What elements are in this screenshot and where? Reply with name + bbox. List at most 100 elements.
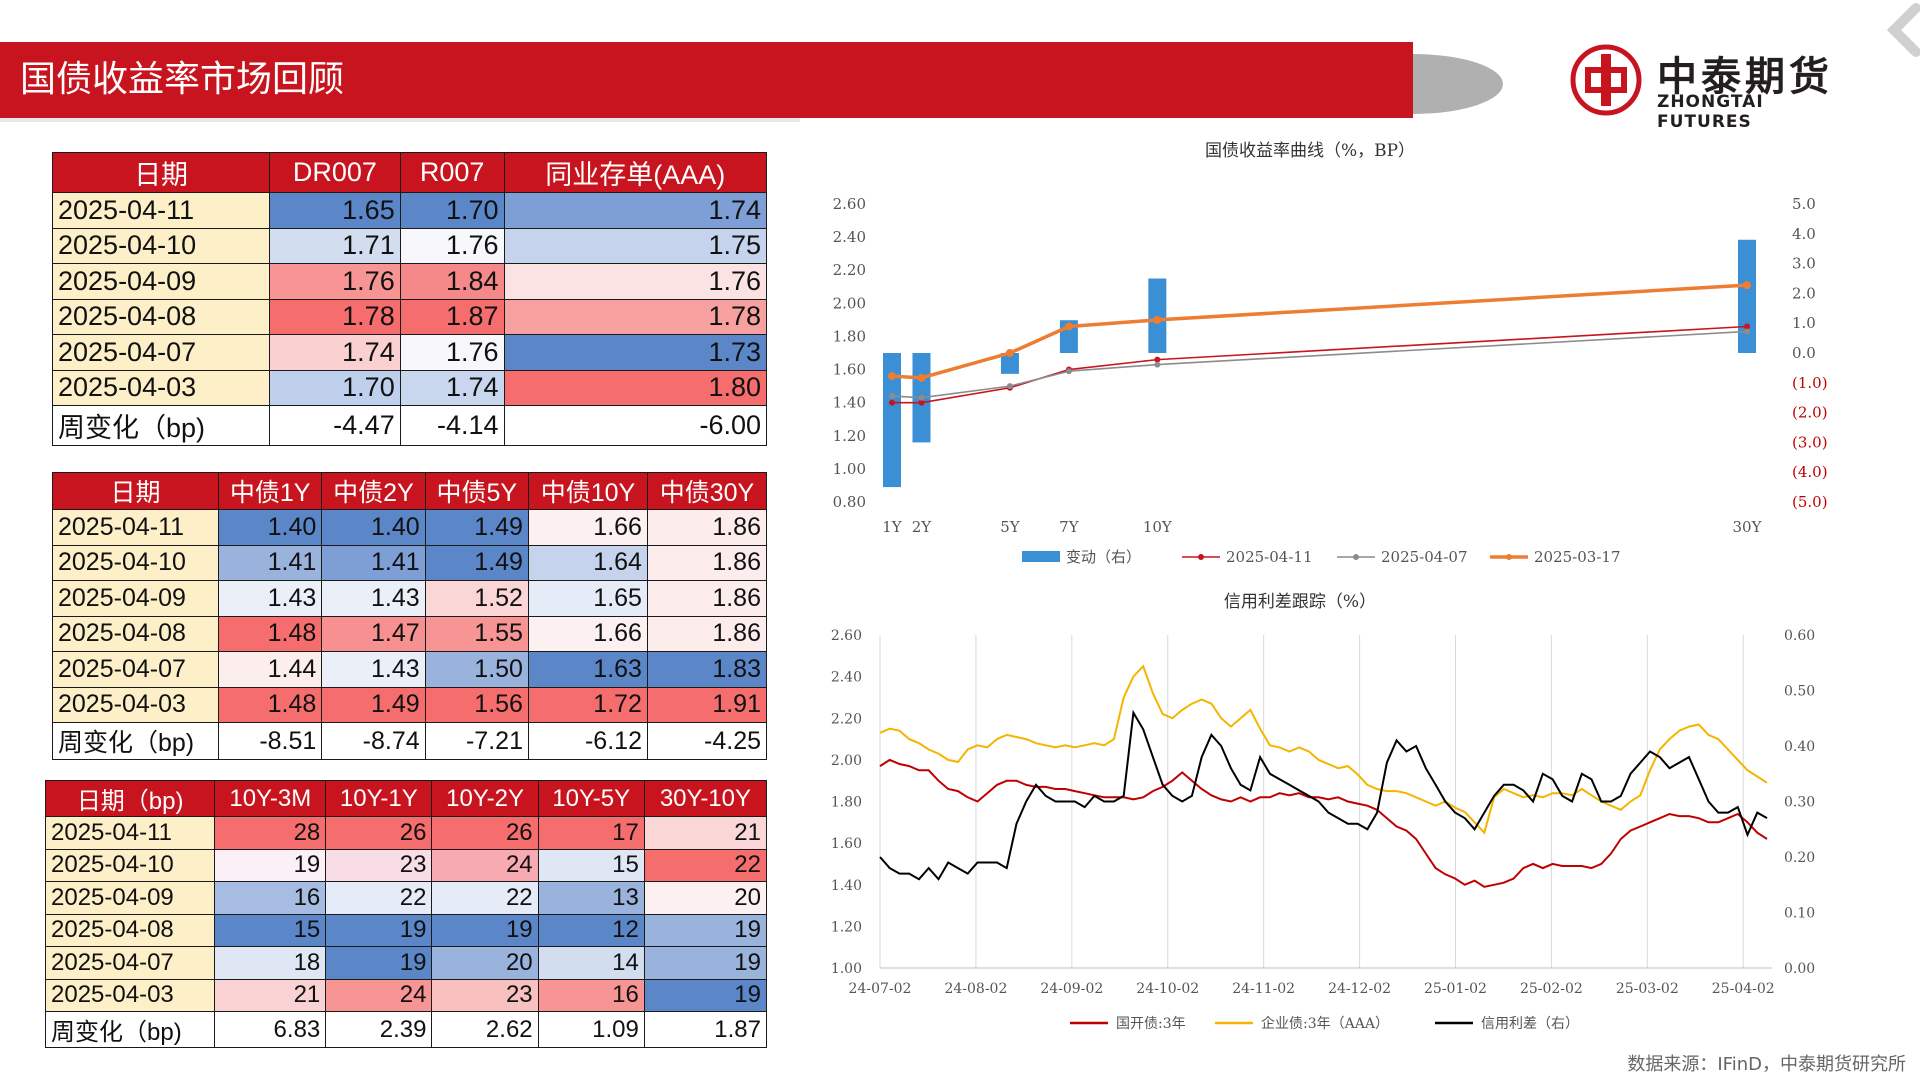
column-header: 中债10Y [527,472,648,510]
legend-label: 变动（右） [1066,548,1141,566]
value-cell: 16 [214,881,327,915]
value-cell: 1.87 [399,298,505,335]
y-tick-label: 2.20 [833,261,866,279]
change-cell: 1.87 [643,1011,768,1048]
series-point [1006,383,1013,390]
value-cell: 1.76 [399,334,505,371]
legend-label: 信用利差（右） [1481,1016,1579,1032]
y-tick-label: 2.00 [831,753,862,769]
y2-tick-label: 0.0 [1792,344,1816,362]
y-tick-label: 1.60 [833,361,866,379]
x-tick-label: 24-08-02 [944,981,1007,997]
value-cell: 22 [431,881,539,915]
row-label: 周变化（bp) [51,405,271,446]
value-cell: 1.41 [217,544,323,581]
row-date: 2025-04-11 [44,816,216,850]
value-cell: 1.40 [321,509,426,546]
value-cell: 1.66 [527,615,648,652]
x-tick-label: 10Y [1143,518,1173,536]
value-cell: 1.49 [424,544,529,581]
value-cell: 1.80 [503,369,768,406]
y2-tick-label: 0.60 [1784,628,1815,644]
legend-swatch-point [1353,554,1359,560]
row-date: 2025-04-10 [44,848,216,882]
change-cell: 6.83 [214,1011,327,1048]
series-point [918,399,925,406]
value-cell: 13 [537,881,645,915]
value-cell: 1.74 [269,334,401,371]
series-point [889,393,895,400]
row-date: 2025-04-10 [51,227,271,264]
y2-tick-label: (2.0) [1792,404,1828,422]
x-tick-label: 24-07-02 [849,981,912,997]
y2-tick-label: 1.0 [1792,314,1816,332]
value-cell: 1.73 [503,334,768,371]
column-header: 10Y-1Y [325,780,433,817]
credit-spread-chart: 1.00 1.20 1.40 1.60 1.80 2.00 2.20 2.40 2.60 0.00… [831,628,1815,1032]
row-date: 2025-04-08 [44,913,216,947]
series-point [1005,349,1014,357]
value-cell: 1.70 [399,192,505,229]
legend-label: 2025-03-17 [1534,548,1620,566]
row-date: 2025-04-11 [51,192,271,229]
change-cell: -8.51 [217,722,323,760]
series-point [889,399,895,406]
x-tick-label: 25-03-02 [1616,981,1679,997]
y-tick-label: 2.60 [831,628,862,644]
y2-tick-label: (1.0) [1792,374,1828,392]
column-header: 10Y-2Y [431,780,539,817]
y2-tick-label: 0.20 [1784,850,1815,866]
value-cell: 17 [537,816,645,850]
value-cell: 1.70 [269,369,401,406]
column-header: 日期 [51,152,271,193]
x-tick-label: 24-10-02 [1136,981,1199,997]
series-point [888,372,896,381]
y-tick-label: 1.40 [831,878,862,894]
value-cell: 1.50 [424,651,529,688]
row-date: 2025-04-09 [44,881,216,915]
change-cell: 2.62 [431,1011,539,1048]
value-cell: 1.66 [527,509,648,546]
y-tick-label: 1.60 [831,836,862,852]
value-cell: 26 [431,816,539,850]
y2-tick-label: 2.0 [1792,284,1816,302]
value-cell: 1.44 [217,651,323,688]
y2-tick-label: 0.10 [1784,906,1815,922]
divider [0,118,800,122]
value-cell: 18 [214,946,327,980]
value-cell: 1.76 [269,263,401,300]
row-date: 2025-04-03 [52,686,219,723]
value-cell: 1.41 [321,544,426,581]
table-row: 2025-04-03 1.70 1.74 1.80 [51,369,768,406]
y-tick-label: 1.80 [833,327,866,345]
x-tick-label: 24-11-02 [1232,981,1295,997]
change-cell: -6.12 [527,722,648,760]
value-cell: 12 [537,913,645,947]
value-cell: 15 [214,913,327,947]
value-cell: 16 [537,978,645,1012]
logo-text-cn: 中泰期货 [1657,54,1833,100]
x-tick-label: 25-01-02 [1424,981,1487,997]
value-cell: 19 [214,848,327,882]
value-cell: 22 [325,881,433,915]
chevron-left-icon[interactable] [1880,0,1920,60]
column-header: 中债5Y [424,472,529,510]
series-point [1744,328,1750,335]
y-tick-label: 2.20 [831,711,862,727]
value-cell: 20 [431,946,539,980]
value-cell: 1.47 [321,615,426,652]
value-cell: 28 [214,816,327,850]
y-tick-label: 1.20 [833,427,866,445]
y-tick-label: 1.40 [833,394,866,412]
value-cell: 1.74 [399,369,505,406]
series-point [1744,323,1750,330]
y-tick-label: 1.80 [831,795,862,811]
value-cell: 19 [643,978,768,1012]
column-header: 中债1Y [217,472,323,510]
column-header: 日期 [52,472,219,510]
value-cell: 1.86 [646,509,768,546]
y2-tick-label: 0.30 [1784,795,1815,811]
table-row: 2025-04-10 1.41 1.41 1.49 1.64 1.86 [52,544,768,581]
row-date: 2025-04-07 [51,334,271,371]
value-cell: 23 [431,978,539,1012]
